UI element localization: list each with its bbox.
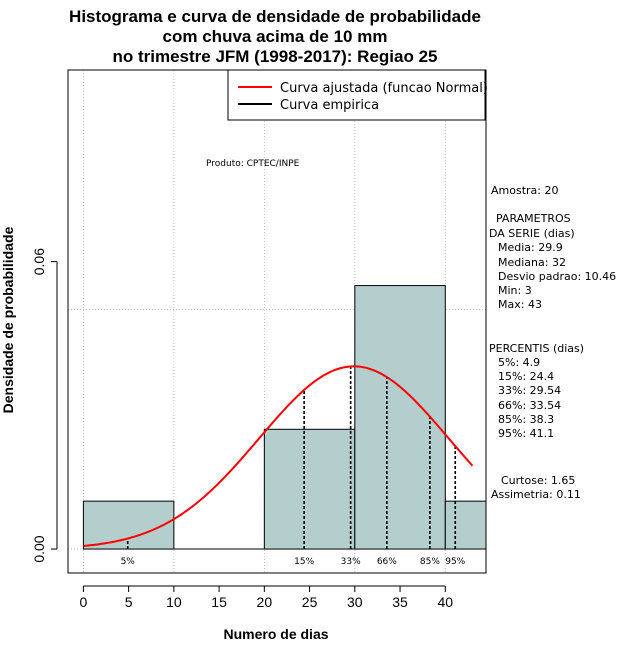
percentil-15: 15%: 24.4 <box>498 370 554 383</box>
sample-size: Amostra: 20 <box>491 184 558 197</box>
percentil-95: 95%: 41.1 <box>498 427 554 440</box>
curtose: Curtose: 1.65 <box>501 474 575 487</box>
stats-panel: Amostra: 20 PARAMETROS DA SERIE (dias) M… <box>489 184 616 501</box>
legend-label-empirical: Curva empirica <box>280 98 379 113</box>
bar-layer <box>82 285 487 550</box>
normal-fit-curve <box>83 365 474 547</box>
percentil-66: 66%: 33.54 <box>498 399 561 412</box>
x-tick-label: 5 <box>125 594 133 610</box>
x-tick-label: 0 <box>79 594 87 610</box>
histogram-bar <box>444 500 487 550</box>
curve-layer <box>83 365 474 547</box>
param-desvio: Desvio padrao: 10.46 <box>498 270 616 283</box>
percentile-label: 5% <box>121 557 136 567</box>
axis-layer: 0 5 10 15 20 25 30 35 40 0.00 0.06 <box>31 248 453 610</box>
percentile-label: 85% <box>420 557 440 567</box>
x-tick-label: 35 <box>392 594 408 610</box>
param-min: Min: 3 <box>498 284 532 297</box>
x-tick-label: 20 <box>257 594 273 610</box>
percentile-label: 15% <box>294 557 314 567</box>
param-max: Max: 43 <box>498 298 542 311</box>
assimetria: Assimetria: 0.11 <box>491 488 581 501</box>
chart-title-line-1: Histograma e curva de densidade de proba… <box>69 7 481 26</box>
chart-title-line-3: no trimestre JFM (1998-2017): Regiao 25 <box>112 47 437 66</box>
percentile-layer: 5% 15% 33% 66% 85% 95% <box>121 366 466 567</box>
x-tick-label: 25 <box>302 594 318 610</box>
percentile-label: 95% <box>445 557 465 567</box>
histogram-bar <box>263 428 356 550</box>
legend: Curva ajustada (funcao Normal) Curva emp… <box>227 69 488 121</box>
histogram-bar <box>82 500 175 550</box>
percentis-title: PERCENTIS (dias) <box>489 342 584 355</box>
chart-title-line-2: com chuva acima de 10 mm <box>163 27 388 46</box>
percentil-5: 5%: 4.9 <box>498 356 540 369</box>
legend-label-fit: Curva ajustada (funcao Normal) <box>280 81 488 96</box>
params-title-2: DA SERIE (dias) <box>489 227 575 240</box>
params-title-1: PARAMETROS <box>496 212 571 225</box>
param-media: Media: 29.9 <box>498 241 563 254</box>
legend-box <box>227 69 486 121</box>
y-tick-label: 0.06 <box>31 248 47 275</box>
percentile-label: 66% <box>377 557 397 567</box>
x-tick-label: 40 <box>437 594 453 610</box>
product-annotation: Produto: CPTEC/INPE <box>206 159 300 169</box>
percentil-85: 85%: 38.3 <box>498 413 554 426</box>
x-axis-label: Numero de dias <box>223 626 328 642</box>
percentil-33: 33%: 29.54 <box>498 384 561 397</box>
y-axis-label: Densidade de probabilidade <box>0 226 16 413</box>
y-tick-label: 0.00 <box>31 535 47 562</box>
param-mediana: Mediana: 32 <box>498 256 566 269</box>
x-tick-label: 30 <box>347 594 363 610</box>
percentile-label: 33% <box>341 557 361 567</box>
x-tick-label: 10 <box>166 594 182 610</box>
x-tick-label: 15 <box>211 594 227 610</box>
